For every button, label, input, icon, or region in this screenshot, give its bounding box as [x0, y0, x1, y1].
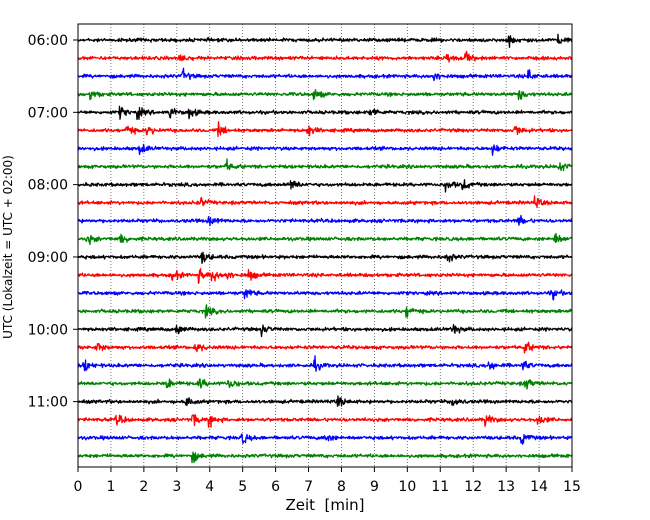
seismic-trace: [77, 121, 573, 138]
seismic-trace: [77, 232, 573, 246]
seismic-trace: [77, 414, 573, 428]
seismic-trace: [77, 158, 573, 172]
seismic-trace: [77, 195, 573, 209]
y-tick-label: 07:00: [28, 105, 68, 121]
seismic-trace: [77, 323, 573, 338]
seismic-trace: [77, 451, 573, 464]
seismic-trace: [77, 251, 573, 265]
y-axis-ticks: 06:00 07:00 08:00 09:00 10:00 11:00: [28, 33, 78, 411]
x-axis-ticks: 0 1 2 3 4 5 6 7 8 9 10 11 12 13 14 15: [74, 467, 581, 495]
plot-frame: [77, 23, 573, 468]
x-tick-label: 5: [238, 479, 247, 495]
y-tick-label: 08:00: [28, 178, 68, 194]
x-tick-label: 6: [271, 479, 280, 495]
x-tick-label: 12: [464, 479, 482, 495]
seismic-trace: [77, 378, 573, 390]
x-axis-label: Zeit [min]: [285, 496, 364, 514]
x-tick-label: 7: [304, 479, 313, 495]
x-tick-label: 4: [205, 479, 214, 495]
seismic-trace: [77, 88, 573, 101]
grid-lines: [110, 24, 540, 467]
seismic-trace: [77, 143, 573, 156]
seismic-trace: [77, 105, 573, 121]
x-tick-label: 1: [106, 479, 115, 495]
plot-background: [78, 24, 572, 467]
y-tick-label: 11:00: [28, 395, 68, 411]
x-tick-label: 10: [398, 479, 416, 495]
x-tick-label: 14: [530, 479, 548, 495]
y-tick-label: 10:00: [28, 322, 68, 338]
y-tick-label: 06:00: [28, 33, 68, 49]
seismic-trace: [77, 433, 573, 445]
x-tick-label: 15: [563, 479, 581, 495]
x-tick-label: 13: [497, 479, 515, 495]
seismic-trace: [77, 33, 573, 49]
x-tick-label: 3: [172, 479, 181, 495]
seismic-trace: [77, 395, 573, 407]
x-tick-label: 8: [337, 479, 346, 495]
x-tick-label: 0: [74, 479, 83, 495]
seismic-trace: [77, 289, 573, 301]
seismic-trace: [77, 50, 573, 63]
seismic-traces: [77, 33, 573, 464]
x-tick-label: 9: [370, 479, 379, 495]
seismic-trace: [77, 304, 573, 319]
seismic-trace: [77, 341, 573, 354]
seismic-trace: [77, 179, 573, 193]
seismic-trace: [77, 67, 573, 82]
seismic-trace: [77, 355, 573, 372]
y-axis-label: UTC (Lokalzeit = UTC + 02:00): [1, 155, 15, 339]
y-tick-label: 09:00: [28, 250, 68, 266]
x-tick-label: 2: [139, 479, 148, 495]
x-tick-label: 11: [431, 479, 449, 495]
seismic-trace: [77, 268, 573, 285]
seismic-trace: [77, 214, 573, 227]
